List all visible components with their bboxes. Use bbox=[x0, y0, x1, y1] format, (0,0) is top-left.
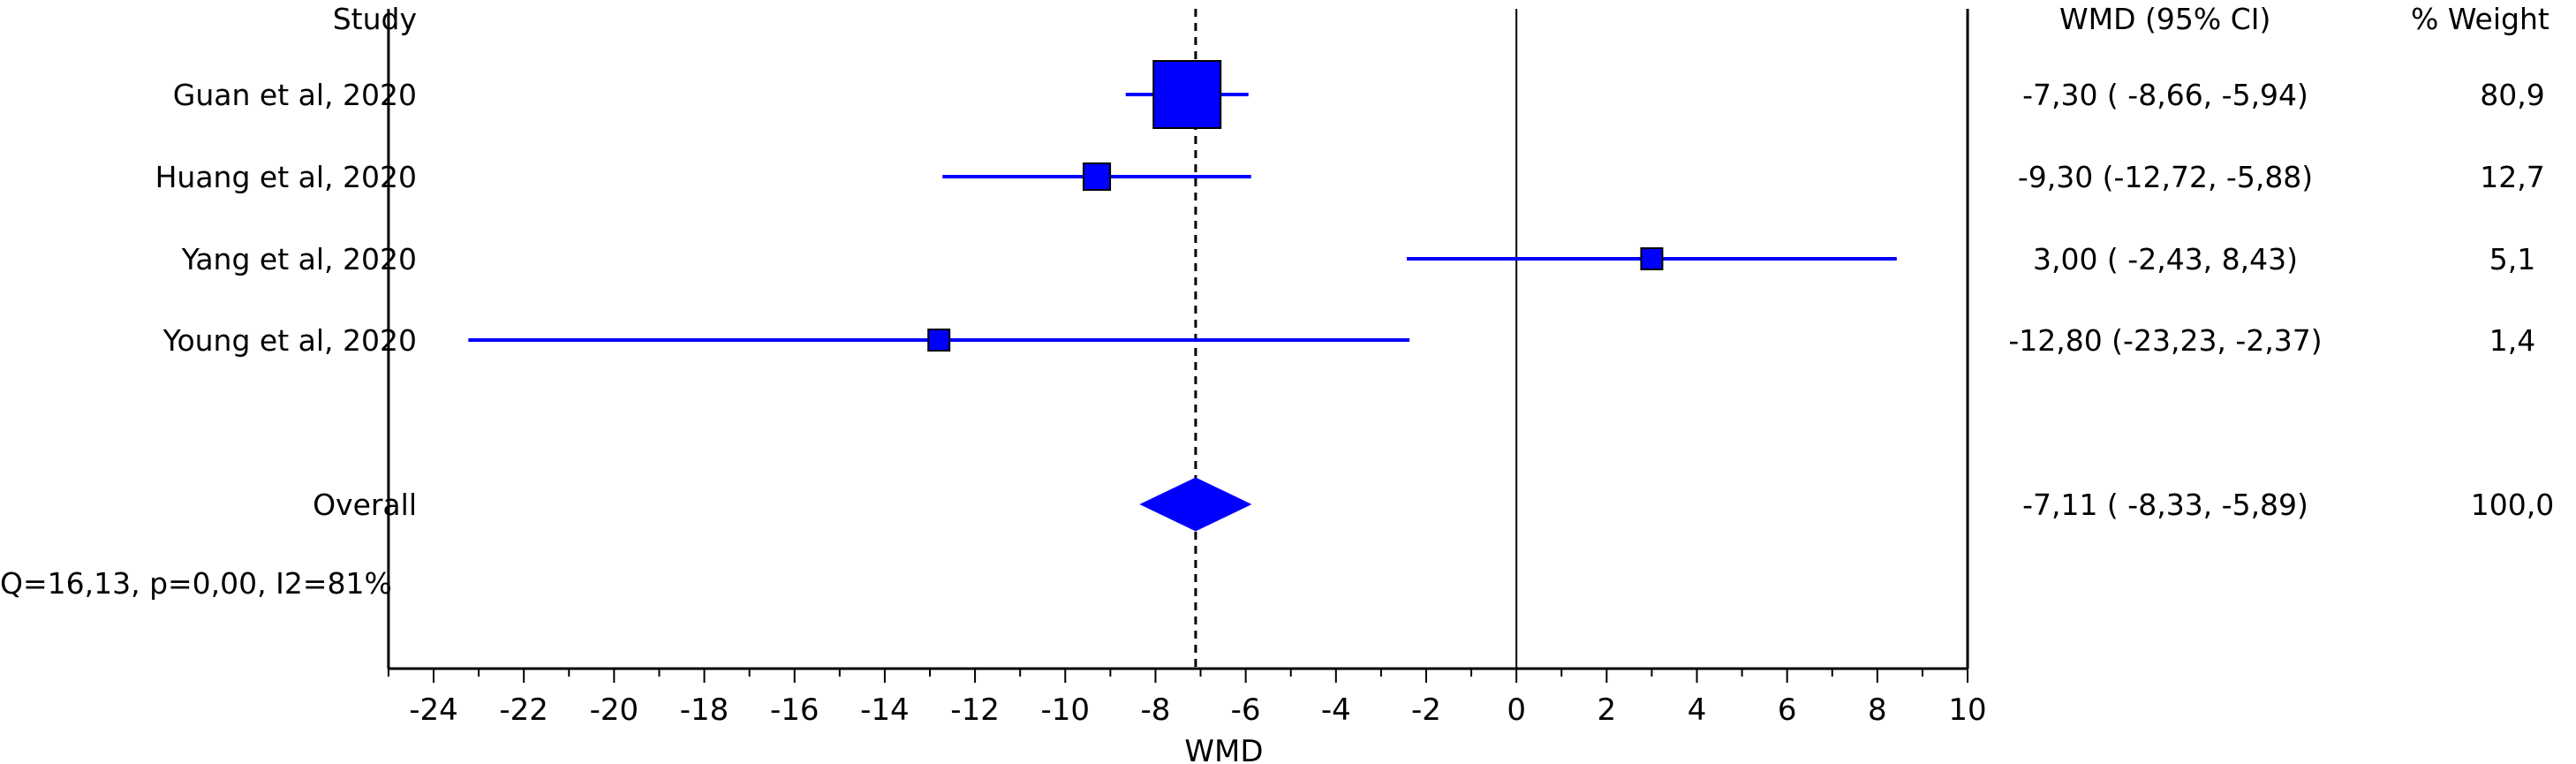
heterogeneity-label: Q=16,13, p=0,00, I2=81% bbox=[0, 566, 392, 601]
x-tick-label: -18 bbox=[680, 692, 729, 728]
x-tick-label: -22 bbox=[499, 692, 548, 728]
header-study: Study bbox=[333, 2, 417, 36]
study-point-marker bbox=[1640, 247, 1664, 270]
overall-diamond bbox=[1139, 477, 1252, 532]
study-weight-text: 5,1 bbox=[2489, 242, 2535, 276]
study-point-marker bbox=[1152, 60, 1222, 129]
x-tick-label: -16 bbox=[770, 692, 820, 728]
study-weight-text: 80,9 bbox=[2480, 78, 2544, 112]
study-label: Young et al, 2020 bbox=[162, 323, 417, 358]
study-ci-text: 3,00 ( -2,43, 8,43) bbox=[2033, 242, 2298, 276]
study-ci-text: -12,80 (-23,23, -2,37) bbox=[2008, 323, 2322, 358]
x-tick-label: 4 bbox=[1688, 692, 1707, 728]
study-label: Yang et al, 2020 bbox=[181, 242, 417, 276]
overall-weight-text: 100,0 bbox=[2471, 488, 2554, 522]
x-tick-label: -12 bbox=[950, 692, 1000, 728]
x-tick-label: -8 bbox=[1140, 692, 1170, 728]
x-tick-label: 2 bbox=[1598, 692, 1617, 728]
x-tick-label: 0 bbox=[1507, 692, 1526, 728]
study-weight-text: 12,7 bbox=[2480, 160, 2544, 194]
x-tick-label: 6 bbox=[1778, 692, 1797, 728]
x-tick-label: -2 bbox=[1411, 692, 1441, 728]
overall-ci-text: -7,11 ( -8,33, -5,89) bbox=[2022, 488, 2308, 522]
x-tick-label: -4 bbox=[1321, 692, 1351, 728]
x-tick-label: -24 bbox=[409, 692, 458, 728]
study-label: Guan et al, 2020 bbox=[173, 78, 417, 112]
x-axis-title: WMD bbox=[1184, 734, 1263, 764]
header-weight: % Weight bbox=[2411, 2, 2550, 36]
x-tick-label: -20 bbox=[590, 692, 639, 728]
study-ci-text: -9,30 (-12,72, -5,88) bbox=[2018, 160, 2313, 194]
study-label: Huang et al, 2020 bbox=[155, 160, 417, 194]
x-tick-label: 8 bbox=[1868, 692, 1887, 728]
study-point-marker bbox=[1082, 162, 1112, 192]
x-tick-label: -10 bbox=[1040, 692, 1090, 728]
x-tick-label: -6 bbox=[1231, 692, 1261, 728]
overall-label: Overall bbox=[313, 488, 417, 522]
study-point-marker bbox=[927, 329, 951, 352]
study-ci-text: -7,30 ( -8,66, -5,94) bbox=[2022, 78, 2308, 112]
study-weight-text: 1,4 bbox=[2489, 323, 2535, 358]
x-tick-label: 10 bbox=[1948, 692, 1986, 728]
header-estimate: WMD (95% CI) bbox=[2059, 2, 2270, 36]
x-tick-label: -14 bbox=[860, 692, 910, 728]
